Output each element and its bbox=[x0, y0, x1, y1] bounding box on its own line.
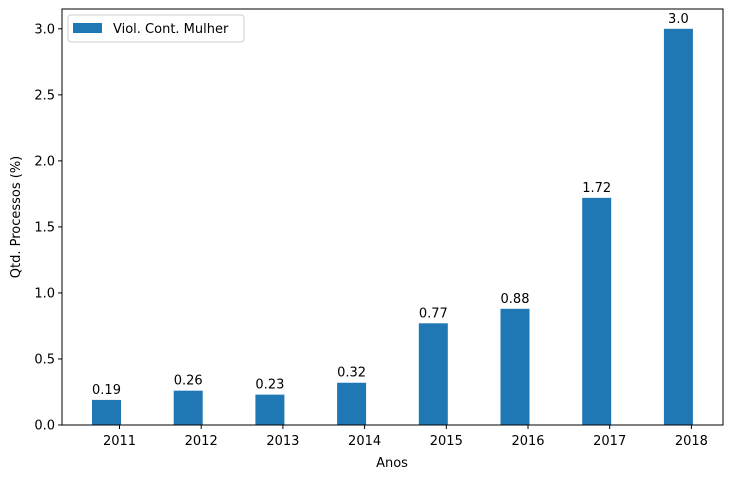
y-tick-label: 3.0 bbox=[34, 22, 55, 37]
bar-value-label: 3.0 bbox=[668, 12, 689, 27]
bar-value-label: 0.23 bbox=[255, 378, 284, 393]
bar-2014 bbox=[337, 382, 367, 425]
y-axis: 0.0 0.5 1.0 1.5 2.0 2.5 3.0 bbox=[34, 22, 62, 434]
y-tick-label: 1.0 bbox=[34, 286, 55, 301]
plot-frame bbox=[61, 8, 724, 426]
bar-value-label: 0.88 bbox=[501, 292, 530, 307]
bar-value-label: 0.32 bbox=[337, 366, 366, 381]
x-tick-label: 2017 bbox=[593, 434, 626, 449]
bar-2018 bbox=[663, 28, 693, 426]
bar-value-label: 0.19 bbox=[92, 383, 121, 398]
bar-2016 bbox=[500, 308, 530, 425]
x-tick-label: 2011 bbox=[103, 434, 136, 449]
bar-2015 bbox=[418, 323, 448, 425]
y-tick-label: 2.0 bbox=[34, 154, 55, 169]
y-tick-label: 0.5 bbox=[34, 352, 55, 367]
y-tick-label: 1.5 bbox=[34, 220, 55, 235]
legend-swatch bbox=[73, 23, 102, 33]
bar-2011 bbox=[92, 399, 121, 425]
legend-box bbox=[67, 14, 245, 43]
y-tick-label: 2.5 bbox=[34, 88, 55, 103]
bar-2012 bbox=[173, 390, 203, 425]
bar-value-label: 0.26 bbox=[174, 374, 203, 389]
x-axis-label: Anos bbox=[376, 456, 408, 471]
legend-label: Viol. Cont. Mulher bbox=[113, 22, 229, 37]
x-tick-label: 2018 bbox=[675, 434, 708, 449]
x-tick-label: 2015 bbox=[430, 434, 463, 449]
bar-2013 bbox=[255, 394, 285, 425]
x-tick-label: 2012 bbox=[185, 434, 218, 449]
x-tick-label: 2016 bbox=[511, 434, 544, 449]
bar-value-label: 1.72 bbox=[582, 181, 611, 196]
x-tick-label: 2013 bbox=[266, 434, 299, 449]
x-axis: 2011 2012 2013 2014 2015 2016 2017 2018 bbox=[103, 425, 708, 449]
x-tick-label: 2014 bbox=[348, 434, 381, 449]
bar-2017 bbox=[582, 197, 612, 425]
y-axis-label: Qtd. Processos (%) bbox=[9, 156, 24, 279]
bars bbox=[92, 28, 693, 426]
y-tick-label: 0.0 bbox=[34, 419, 55, 434]
bar-value-labels: 0.19 0.26 0.23 0.32 0.77 0.88 1.72 3.0 bbox=[92, 12, 689, 398]
legend: Viol. Cont. Mulher bbox=[67, 14, 245, 43]
bar-value-label: 0.77 bbox=[419, 306, 448, 321]
